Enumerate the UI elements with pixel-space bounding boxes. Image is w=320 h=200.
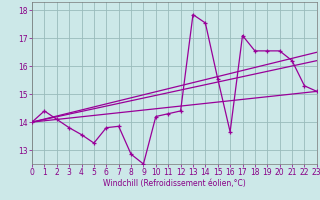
X-axis label: Windchill (Refroidissement éolien,°C): Windchill (Refroidissement éolien,°C): [103, 179, 246, 188]
